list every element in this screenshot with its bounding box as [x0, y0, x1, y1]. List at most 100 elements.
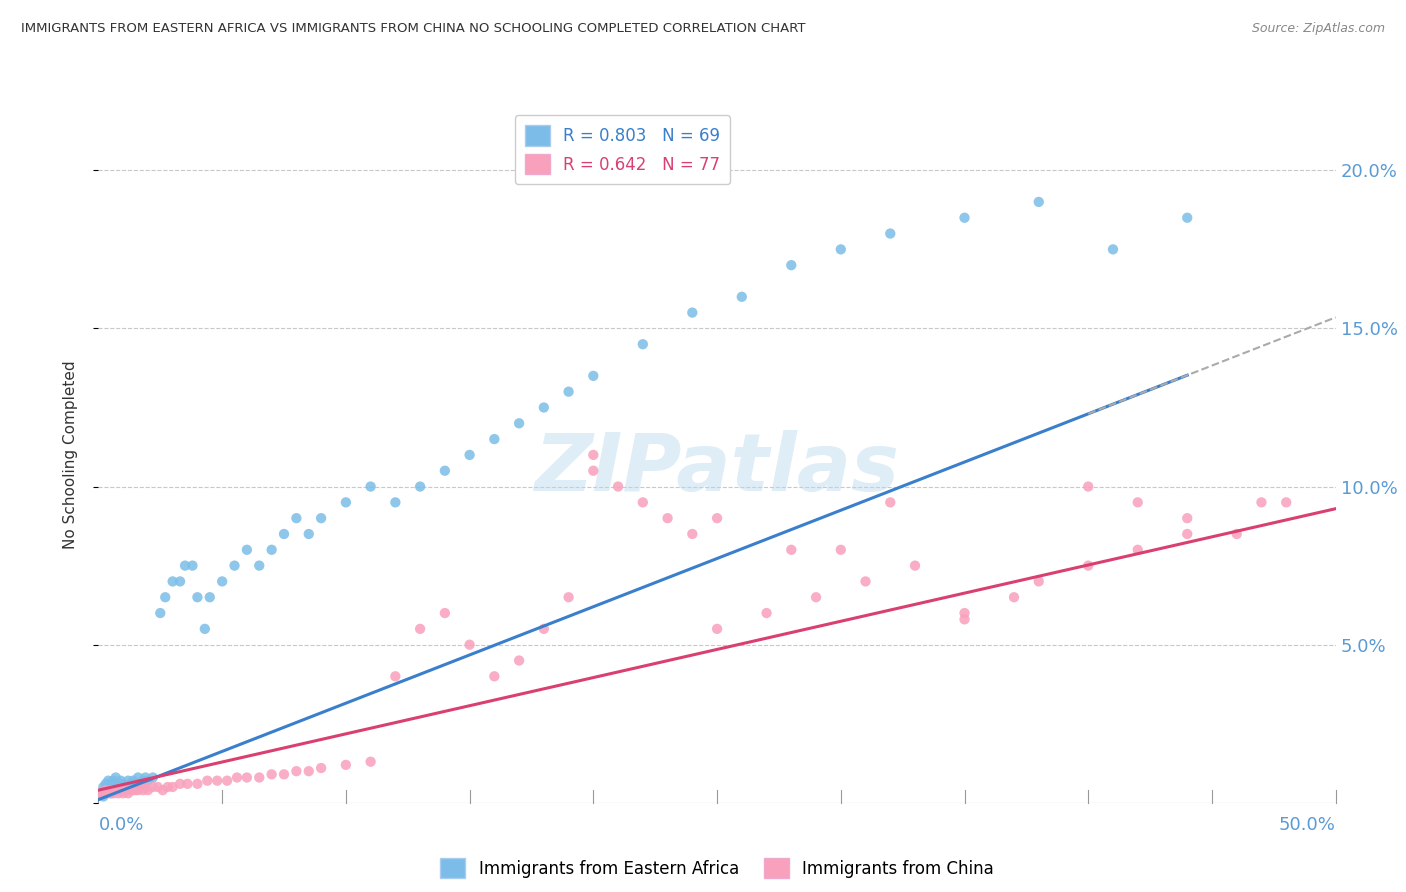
Point [156, 780, 179, 794]
Point [335, 495, 357, 509]
Point [458, 448, 481, 462]
Text: IMMIGRANTS FROM EASTERN AFRICA VS IMMIGRANTS FROM CHINA NO SCHOOLING COMPLETED C: IMMIGRANTS FROM EASTERN AFRICA VS IMMIGR… [21, 22, 806, 36]
Text: 50.0%: 50.0% [1279, 816, 1336, 834]
Point [100, 777, 122, 791]
Point [110, 780, 132, 794]
Point [97, 773, 120, 788]
Point [1028, 194, 1050, 209]
Point [1175, 511, 1198, 525]
Point [107, 777, 129, 791]
Point [162, 574, 184, 589]
Point [631, 337, 654, 351]
Text: 0.0%: 0.0% [98, 816, 143, 834]
Point [236, 542, 259, 557]
Point [112, 786, 135, 800]
Point [273, 767, 295, 781]
Point [104, 780, 127, 794]
Point [103, 783, 125, 797]
Point [855, 574, 877, 589]
Point [953, 211, 976, 225]
Point [205, 773, 228, 788]
Point [120, 777, 142, 791]
Point [176, 777, 198, 791]
Point [94, 777, 117, 791]
Point [731, 290, 754, 304]
Point [458, 638, 481, 652]
Point [124, 777, 146, 791]
Point [830, 243, 852, 257]
Point [508, 653, 530, 667]
Point [107, 786, 129, 800]
Point [1275, 495, 1298, 509]
Point [136, 783, 159, 797]
Point [409, 479, 432, 493]
Point [152, 783, 174, 797]
Point [174, 558, 197, 573]
Point [260, 542, 283, 557]
Point [1175, 527, 1198, 541]
Point [90, 786, 112, 800]
Point [236, 771, 259, 785]
Y-axis label: No Schooling Completed: No Schooling Completed [63, 360, 77, 549]
Point [110, 773, 132, 788]
Point [146, 780, 169, 794]
Point [117, 786, 139, 800]
Point [90, 786, 112, 800]
Point [211, 574, 233, 589]
Point [706, 622, 728, 636]
Point [484, 432, 506, 446]
Point [129, 780, 152, 794]
Point [186, 777, 208, 791]
Point [508, 417, 530, 431]
Point [134, 771, 156, 785]
Point [1126, 542, 1149, 557]
Point [953, 606, 976, 620]
Point [169, 574, 191, 589]
Point [384, 495, 406, 509]
Point [780, 258, 803, 272]
Point [607, 479, 630, 493]
Point [104, 771, 127, 785]
Point [1077, 558, 1099, 573]
Point [142, 780, 165, 794]
Point [104, 783, 127, 797]
Point [127, 771, 149, 785]
Point [112, 783, 135, 797]
Point [582, 464, 605, 478]
Point [103, 786, 125, 800]
Point [260, 767, 283, 781]
Point [112, 777, 135, 791]
Point [100, 783, 122, 797]
Point [136, 773, 159, 788]
Point [904, 558, 927, 573]
Point [879, 495, 901, 509]
Point [360, 479, 382, 493]
Point [97, 783, 120, 797]
Point [335, 757, 357, 772]
Point [142, 771, 165, 785]
Point [706, 511, 728, 525]
Point [433, 606, 456, 620]
Point [953, 612, 976, 626]
Point [830, 542, 852, 557]
Point [409, 622, 432, 636]
Point [100, 786, 122, 800]
Point [93, 789, 115, 804]
Point [1126, 495, 1149, 509]
Point [582, 368, 605, 383]
Point [217, 773, 239, 788]
Point [879, 227, 901, 241]
Point [110, 783, 132, 797]
Point [155, 591, 177, 605]
Point [93, 780, 115, 794]
Point [681, 305, 703, 319]
Point [93, 786, 115, 800]
Point [114, 783, 136, 797]
Point [1226, 527, 1249, 541]
Point [1102, 243, 1125, 257]
Point [117, 780, 139, 794]
Point [533, 622, 555, 636]
Point [1175, 211, 1198, 225]
Point [1028, 574, 1050, 589]
Point [1077, 479, 1099, 493]
